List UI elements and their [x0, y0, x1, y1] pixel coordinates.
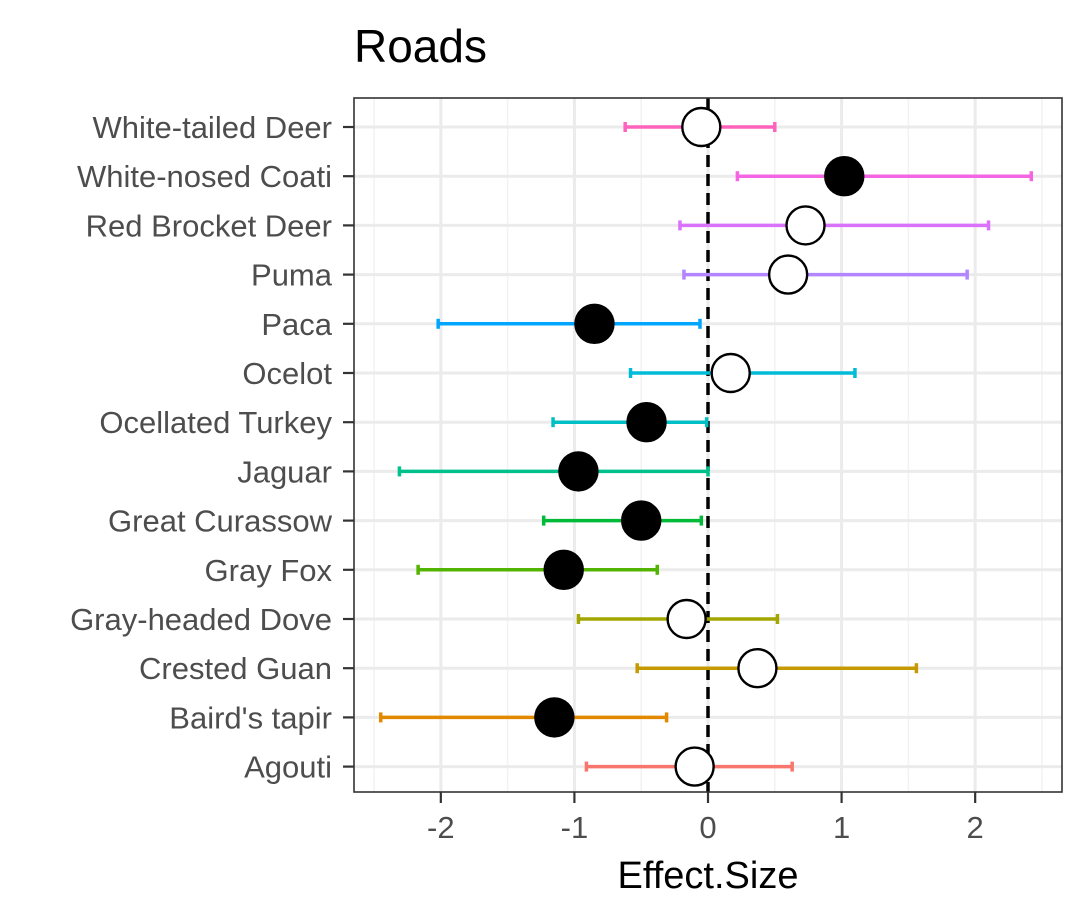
- x-tick-label: 0: [699, 810, 716, 845]
- chart-title: Roads: [354, 20, 487, 72]
- point-estimate-nonsignificant: [710, 352, 751, 394]
- y-tick-label: Great Curassow: [108, 504, 333, 539]
- point-estimate-significant: [534, 697, 575, 738]
- x-tick-label: 1: [833, 810, 850, 845]
- error-bar-layer: [378, 122, 1034, 772]
- point-estimate-significant: [626, 402, 667, 443]
- y-tick-label: White-tailed Deer: [93, 110, 332, 145]
- y-tick-label: Jaguar: [237, 454, 332, 489]
- y-tick-label: Red Brocket Deer: [86, 208, 332, 243]
- y-tick-label: Ocelot: [242, 356, 332, 391]
- x-tick-label: -1: [561, 810, 589, 845]
- x-tick-label: -2: [427, 810, 455, 845]
- y-tick-label: Crested Guan: [139, 651, 332, 686]
- x-axis-title: Effect.Size: [618, 855, 799, 897]
- point-estimate-significant: [558, 451, 599, 492]
- point-estimate-significant: [574, 303, 615, 344]
- x-tick-label: 2: [967, 810, 984, 845]
- point-estimate-nonsignificant: [681, 106, 722, 148]
- point-estimate-significant: [543, 549, 584, 590]
- point-estimate-nonsignificant: [674, 746, 715, 787]
- y-tick-label: Agouti: [244, 750, 332, 785]
- y-tick-label: Paca: [261, 307, 332, 342]
- axis-layer: White-tailed Deer White-nosed Coati Red Br…: [70, 110, 984, 845]
- y-tick-label: Puma: [251, 258, 333, 293]
- y-tick-label: White-nosed Coati: [77, 159, 332, 194]
- y-tick-label: Baird's tapir: [169, 700, 332, 735]
- y-tick-label: Gray Fox: [205, 553, 333, 588]
- point-estimate-nonsignificant: [737, 648, 778, 689]
- point-estimate-significant: [621, 500, 662, 541]
- point-estimate-nonsignificant: [767, 254, 809, 295]
- y-tick-label: Ocellated Turkey: [99, 405, 332, 440]
- point-estimate-significant: [824, 155, 865, 197]
- point-layer: [534, 106, 865, 787]
- point-estimate-nonsignificant: [666, 598, 707, 640]
- y-tick-label: Gray-headed Dove: [70, 602, 332, 637]
- point-estimate-nonsignificant: [785, 205, 826, 246]
